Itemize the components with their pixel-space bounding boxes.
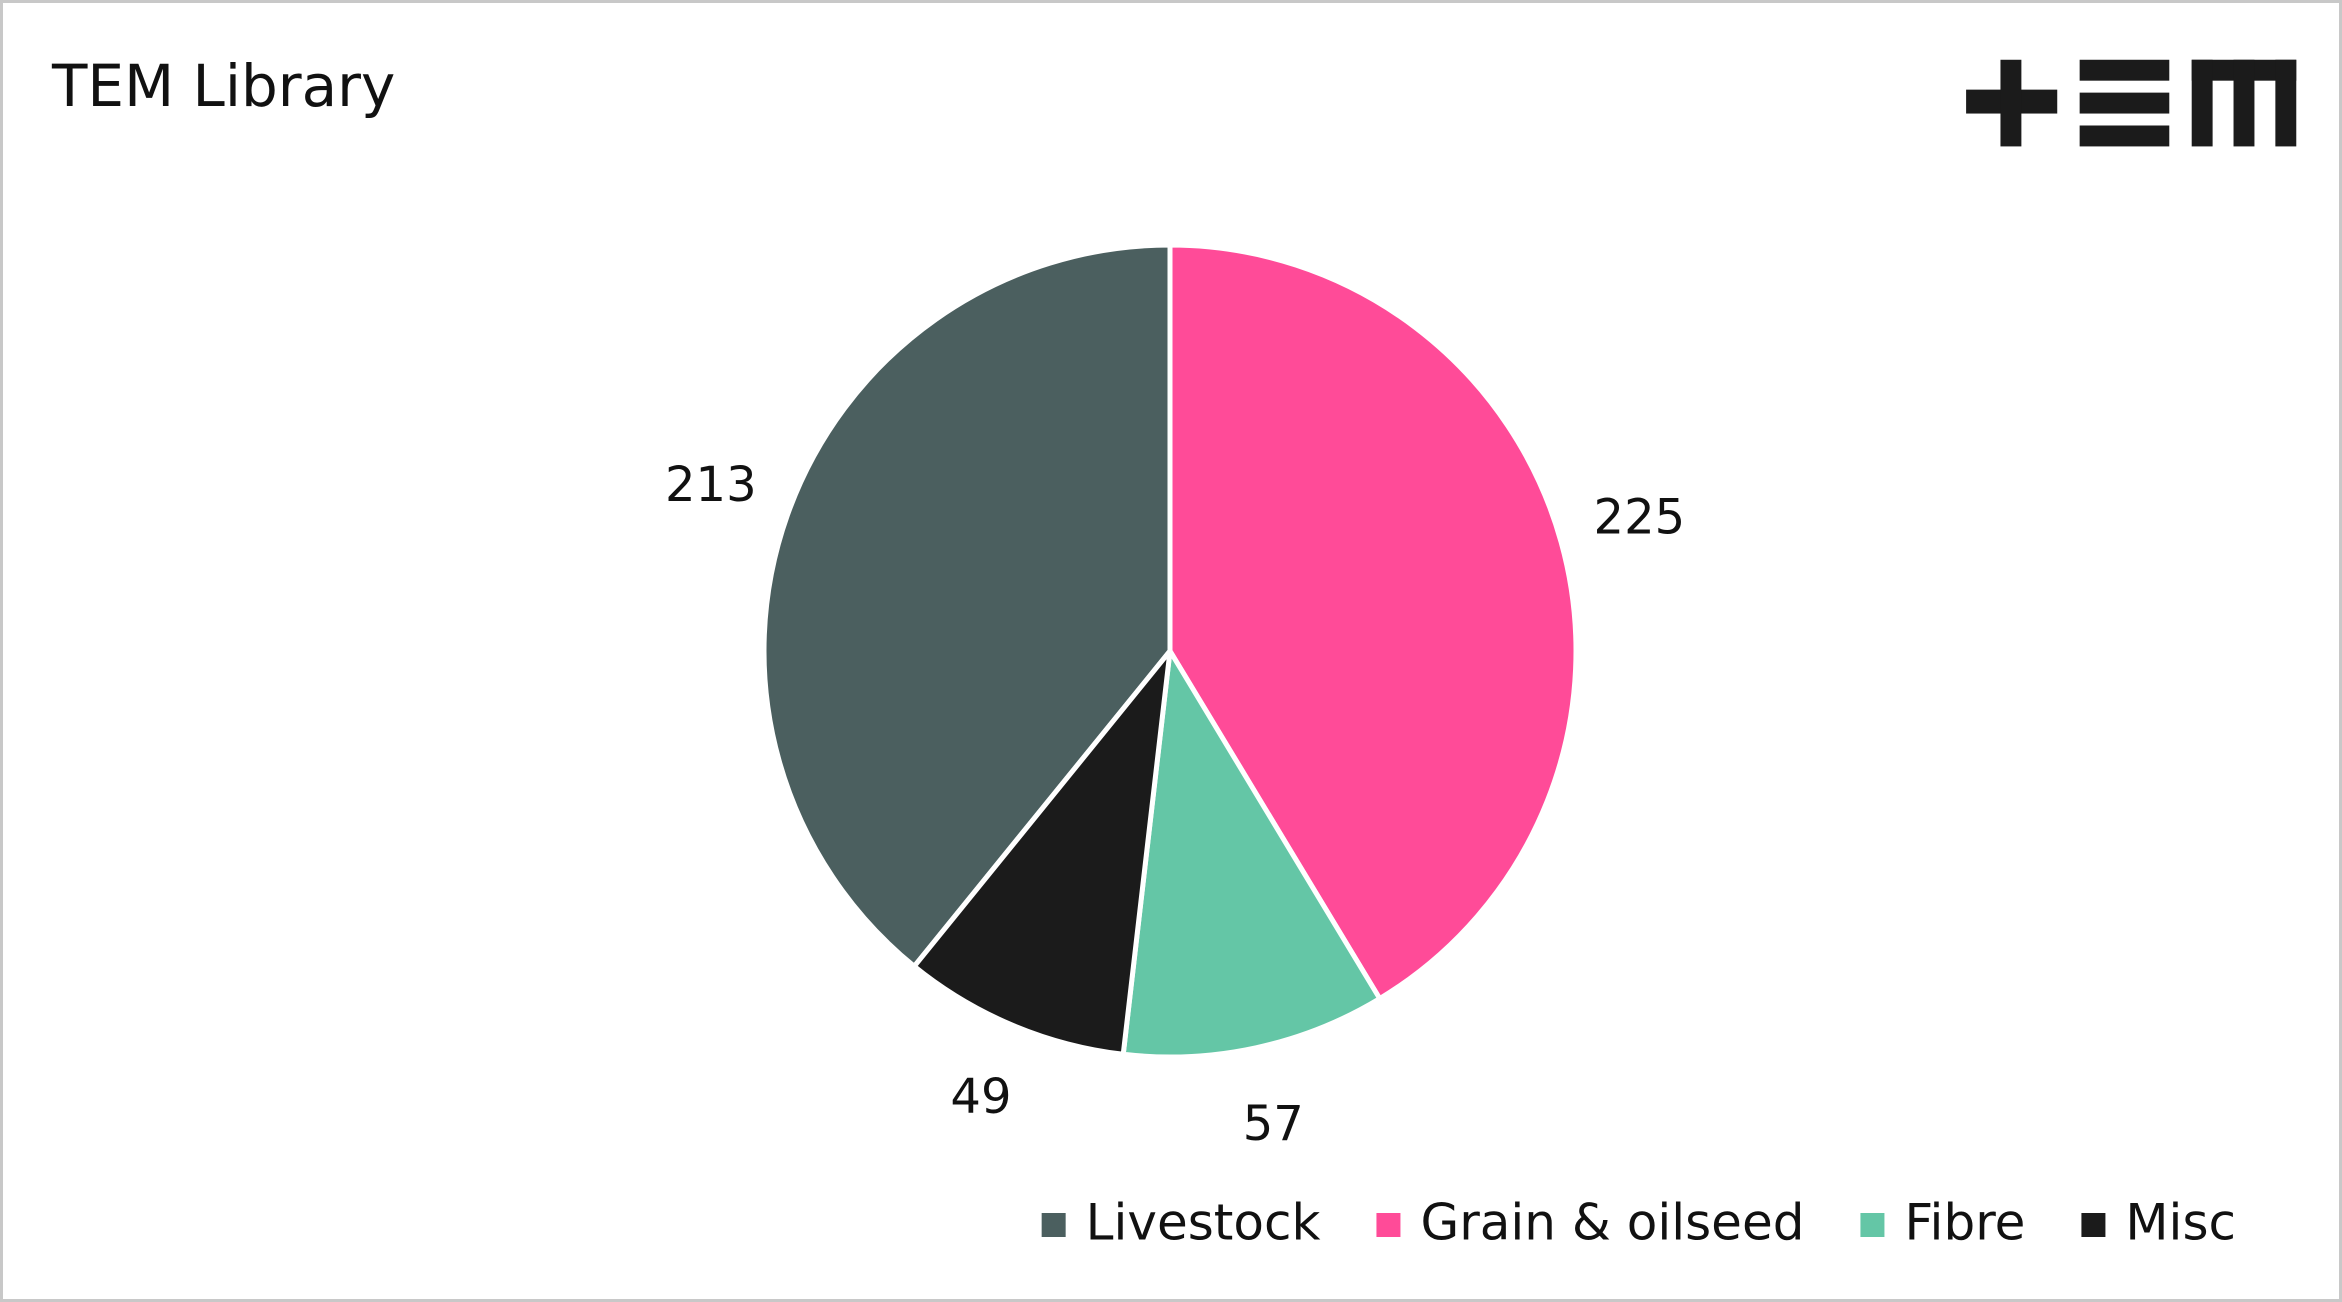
chart-title: TEM Library [51,52,395,120]
logo [1966,59,2297,147]
pie-slice [911,648,1173,1057]
legend-label: Misc [2125,1194,2236,1252]
data-label: 57 [1243,1096,1304,1152]
legend-label: Fibre [1904,1194,2025,1252]
legend-swatch [1041,1213,1066,1237]
legend-label: Grain & oilseed [1420,1194,1804,1252]
legend-swatch [2081,1213,2106,1237]
data-label: 225 [1594,489,1686,545]
pie-slice [1167,242,1579,1002]
legend-label: Livestock [1086,1194,1321,1252]
data-label: 49 [950,1069,1011,1125]
pie-slice [761,242,1173,969]
legend-swatch [1860,1213,1885,1237]
data-label: 213 [665,457,757,513]
legend-swatch [1376,1213,1401,1237]
pie-slice [1120,648,1383,1060]
